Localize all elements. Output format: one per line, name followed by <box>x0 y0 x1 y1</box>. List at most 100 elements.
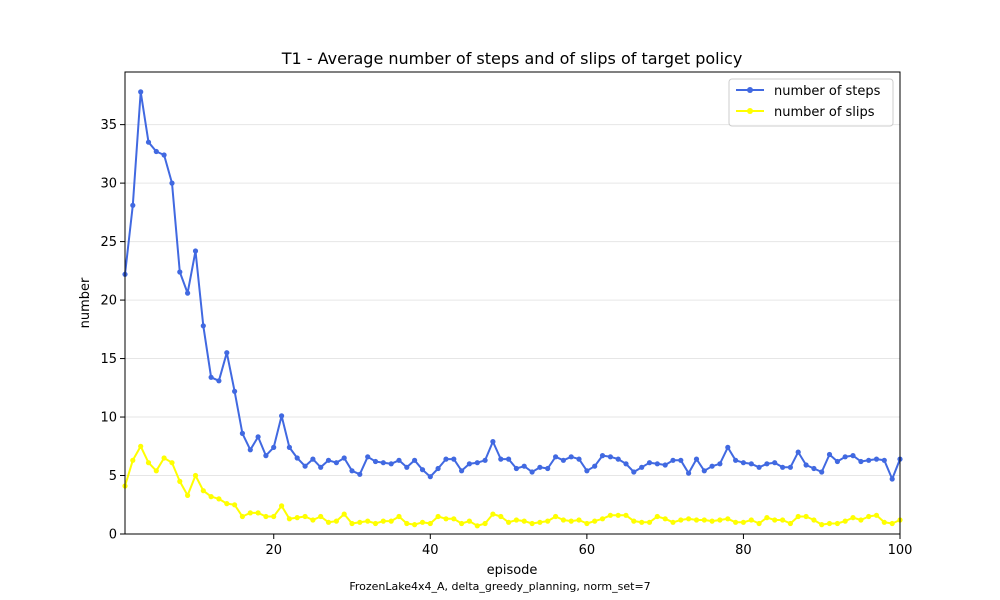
data-point-number-of-slips <box>474 523 480 529</box>
data-point-number-of-slips <box>811 517 817 523</box>
data-point-number-of-slips <box>232 502 238 508</box>
data-point-number-of-slips <box>216 496 222 502</box>
data-point-number-of-slips <box>631 518 637 524</box>
data-point-number-of-steps <box>599 453 606 459</box>
series-line-number-of-steps <box>124 90 901 480</box>
data-point-number-of-slips <box>834 520 841 527</box>
plot-frame <box>124 71 901 535</box>
data-point-number-of-slips <box>263 513 269 520</box>
data-point-number-of-steps <box>592 463 598 469</box>
data-point-number-of-steps <box>748 461 754 467</box>
data-point-number-of-slips <box>866 513 872 520</box>
data-point-number-of-slips <box>466 518 472 524</box>
y-tick-label: 20 <box>100 294 117 309</box>
data-point-number-of-slips <box>302 513 308 520</box>
data-point-number-of-steps <box>419 467 426 473</box>
x-tick-label: 100 <box>888 543 913 558</box>
data-point-number-of-steps <box>678 457 684 463</box>
data-point-number-of-slips <box>451 516 457 522</box>
data-point-number-of-slips <box>850 515 856 521</box>
data-point-number-of-steps <box>208 374 214 380</box>
data-point-number-of-slips <box>200 488 206 494</box>
data-point-number-of-steps <box>466 461 472 467</box>
y-tick-label: 25 <box>100 235 117 250</box>
data-point-number-of-slips <box>490 511 496 517</box>
data-point-number-of-slips <box>780 517 786 523</box>
data-point-number-of-slips <box>153 468 159 474</box>
data-point-number-of-steps <box>388 461 394 467</box>
data-point-number-of-slips <box>756 520 762 527</box>
data-point-number-of-slips <box>443 516 449 522</box>
data-point-number-of-steps <box>701 468 707 474</box>
data-point-number-of-slips <box>764 515 770 521</box>
legend-marker-steps <box>747 87 753 93</box>
data-point-number-of-slips <box>615 512 621 518</box>
y-tick-label: 10 <box>100 411 117 426</box>
series-line-number-of-slips <box>124 445 901 527</box>
data-point-number-of-steps <box>302 463 308 469</box>
data-point-number-of-slips <box>568 518 574 524</box>
data-point-number-of-steps <box>372 458 379 465</box>
data-point-number-of-steps <box>247 447 253 453</box>
data-point-number-of-steps <box>866 457 872 463</box>
data-point-number-of-steps <box>513 465 520 472</box>
data-point-number-of-steps <box>670 457 676 463</box>
data-point-number-of-steps <box>568 454 574 460</box>
data-point-number-of-steps <box>615 456 621 462</box>
x-tick-label: 20 <box>265 543 282 558</box>
data-point-number-of-steps <box>537 464 543 470</box>
data-point-number-of-steps <box>380 460 386 466</box>
data-point-number-of-slips <box>239 513 245 520</box>
data-point-number-of-slips <box>396 513 402 520</box>
data-point-number-of-steps <box>153 148 159 155</box>
data-point-number-of-steps <box>787 464 794 470</box>
y-tick-label: 35 <box>100 118 117 133</box>
data-point-number-of-slips <box>787 520 794 527</box>
data-point-number-of-slips <box>325 519 332 525</box>
data-point-number-of-slips <box>145 460 152 466</box>
data-point-number-of-steps <box>521 463 527 469</box>
data-point-number-of-steps <box>333 460 339 466</box>
data-point-number-of-slips <box>412 522 418 528</box>
chart-caption: FrozenLake4x4_A, delta_greedy_planning, … <box>349 580 650 593</box>
data-point-number-of-steps <box>161 152 167 158</box>
x-tick-label: 40 <box>422 543 439 558</box>
data-point-number-of-steps <box>325 457 332 463</box>
data-point-number-of-steps <box>834 458 841 465</box>
data-point-number-of-slips <box>607 512 614 518</box>
data-point-number-of-steps <box>138 89 144 95</box>
legend-marker-slips <box>747 108 753 114</box>
x-tick-label: 60 <box>579 543 596 558</box>
data-point-number-of-slips <box>693 517 700 523</box>
data-point-number-of-slips <box>584 520 590 527</box>
data-point-number-of-steps <box>224 350 230 356</box>
data-point-number-of-steps <box>646 460 653 466</box>
data-point-number-of-steps <box>639 464 645 470</box>
data-point-number-of-slips <box>701 517 707 523</box>
data-point-number-of-slips <box>803 513 809 520</box>
data-point-number-of-slips <box>592 518 598 524</box>
data-point-number-of-slips <box>576 517 582 523</box>
data-point-number-of-slips <box>889 520 895 527</box>
legend: number of steps number of slips <box>728 78 894 127</box>
y-tick-label: 15 <box>100 352 117 367</box>
data-point-number-of-slips <box>498 513 504 520</box>
data-point-number-of-slips <box>795 513 801 520</box>
data-point-number-of-slips <box>521 518 527 524</box>
data-point-number-of-steps <box>858 458 864 465</box>
data-point-number-of-steps <box>709 463 715 469</box>
data-point-number-of-slips <box>388 518 394 524</box>
data-point-number-of-steps <box>216 378 222 384</box>
data-point-number-of-steps <box>271 444 277 450</box>
data-point-number-of-slips <box>372 520 379 527</box>
data-point-number-of-steps <box>357 471 363 477</box>
data-point-number-of-steps <box>764 461 770 467</box>
data-point-number-of-steps <box>717 461 723 467</box>
data-point-number-of-steps <box>803 462 809 468</box>
data-point-number-of-steps <box>733 457 739 463</box>
data-point-number-of-slips <box>678 517 684 523</box>
data-point-number-of-steps <box>490 439 496 445</box>
y-axis-label: number <box>78 277 93 328</box>
data-point-number-of-slips <box>599 516 606 522</box>
data-point-number-of-steps <box>474 460 480 466</box>
